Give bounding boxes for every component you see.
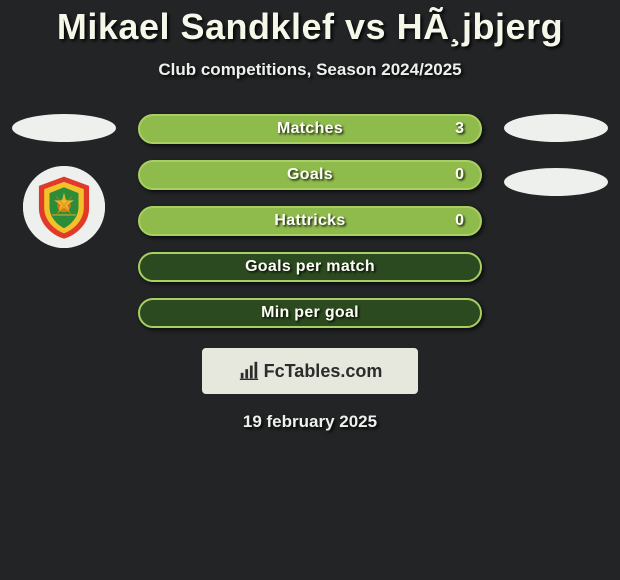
stat-value: 0 xyxy=(455,166,464,184)
stat-value: 0 xyxy=(455,212,464,230)
stat-label: Hattricks xyxy=(274,212,345,230)
page-title: Mikael Sandklef vs HÃ¸jbjerg xyxy=(0,0,620,48)
brand-text: FcTables.com xyxy=(264,361,383,382)
brand-attribution: FcTables.com xyxy=(202,348,418,394)
right-player-avatar xyxy=(504,114,608,142)
stat-label: Goals per match xyxy=(245,258,375,276)
stat-row: Goals 0 xyxy=(138,160,482,190)
bar-chart-icon xyxy=(238,360,260,382)
stat-row: Goals per match xyxy=(138,252,482,282)
comparison-panel: Matches 3 Goals 0 Hattricks 0 Goals per match M… xyxy=(0,114,620,328)
footer-date: 19 february 2025 xyxy=(0,412,620,432)
right-club-placeholder xyxy=(504,168,608,196)
stat-row: Matches 3 xyxy=(138,114,482,144)
stat-label: Goals xyxy=(287,166,333,184)
left-club-badge xyxy=(23,166,105,248)
left-player-column xyxy=(8,114,120,248)
right-player-column xyxy=(500,114,612,196)
left-player-avatar xyxy=(12,114,116,142)
stat-value: 3 xyxy=(455,120,464,138)
stat-label: Min per goal xyxy=(261,304,359,322)
stats-list: Matches 3 Goals 0 Hattricks 0 Goals per match M… xyxy=(138,114,482,328)
stat-row: Min per goal xyxy=(138,298,482,328)
page-subtitle: Club competitions, Season 2024/2025 xyxy=(0,60,620,80)
stat-row: Hattricks 0 xyxy=(138,206,482,236)
stat-label: Matches xyxy=(277,120,343,138)
shield-icon xyxy=(31,174,97,240)
